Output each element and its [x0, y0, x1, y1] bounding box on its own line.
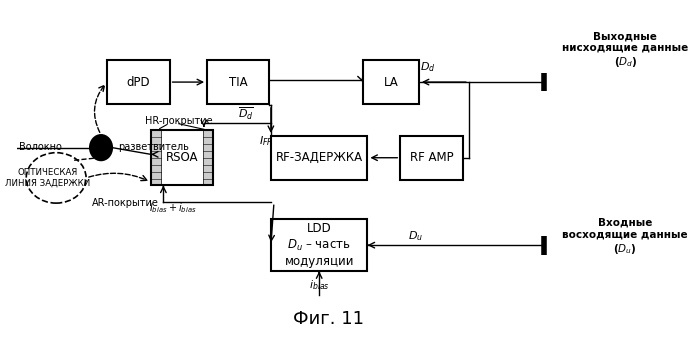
- Bar: [271, 136, 368, 180]
- Text: HR-покрытие: HR-покрытие: [145, 116, 212, 126]
- Text: $D_d$: $D_d$: [420, 60, 435, 74]
- Text: RSOA: RSOA: [166, 151, 198, 164]
- Text: Входные
восходящие данные
($D_u$): Входные восходящие данные ($D_u$): [562, 218, 688, 256]
- Text: RF AMP: RF AMP: [410, 151, 453, 164]
- Text: RF-ЗАДЕРЖКА: RF-ЗАДЕРЖКА: [276, 151, 363, 164]
- Text: LA: LA: [384, 76, 398, 88]
- Text: dPD: dPD: [127, 76, 150, 88]
- Text: $I_{bias}+i_{bias}$: $I_{bias}+i_{bias}$: [149, 201, 197, 215]
- Text: $\overline{D_d}$: $\overline{D_d}$: [238, 106, 254, 122]
- Text: Волокно: Волокно: [19, 142, 62, 152]
- Text: $D_u$: $D_u$: [408, 229, 424, 243]
- Text: $I_{FF}$: $I_{FF}$: [259, 134, 274, 148]
- Ellipse shape: [90, 135, 112, 160]
- Text: TIA: TIA: [229, 76, 248, 88]
- Text: ОПТИЧЕСКАЯ
ЛИНИЯ ЗАДЕРЖКИ: ОПТИЧЕСКАЯ ЛИНИЯ ЗАДЕРЖКИ: [6, 168, 91, 187]
- Text: разветвитель: разветвитель: [118, 142, 190, 152]
- Bar: [207, 60, 270, 104]
- Bar: [271, 219, 368, 271]
- Bar: [203, 130, 214, 185]
- Bar: [107, 60, 169, 104]
- Bar: [363, 60, 419, 104]
- Text: $i_{bias}$: $i_{bias}$: [309, 279, 330, 293]
- Text: LDD
$D_u$ – часть
модуляции: LDD $D_u$ – часть модуляции: [284, 222, 354, 268]
- Text: Выходные
нисходящие данные
($D_d$): Выходные нисходящие данные ($D_d$): [562, 31, 689, 69]
- Bar: [400, 136, 463, 180]
- Bar: [151, 130, 161, 185]
- Text: AR-покрытие: AR-покрытие: [92, 198, 159, 208]
- Text: Фиг. 11: Фиг. 11: [293, 310, 364, 328]
- Bar: [151, 130, 214, 185]
